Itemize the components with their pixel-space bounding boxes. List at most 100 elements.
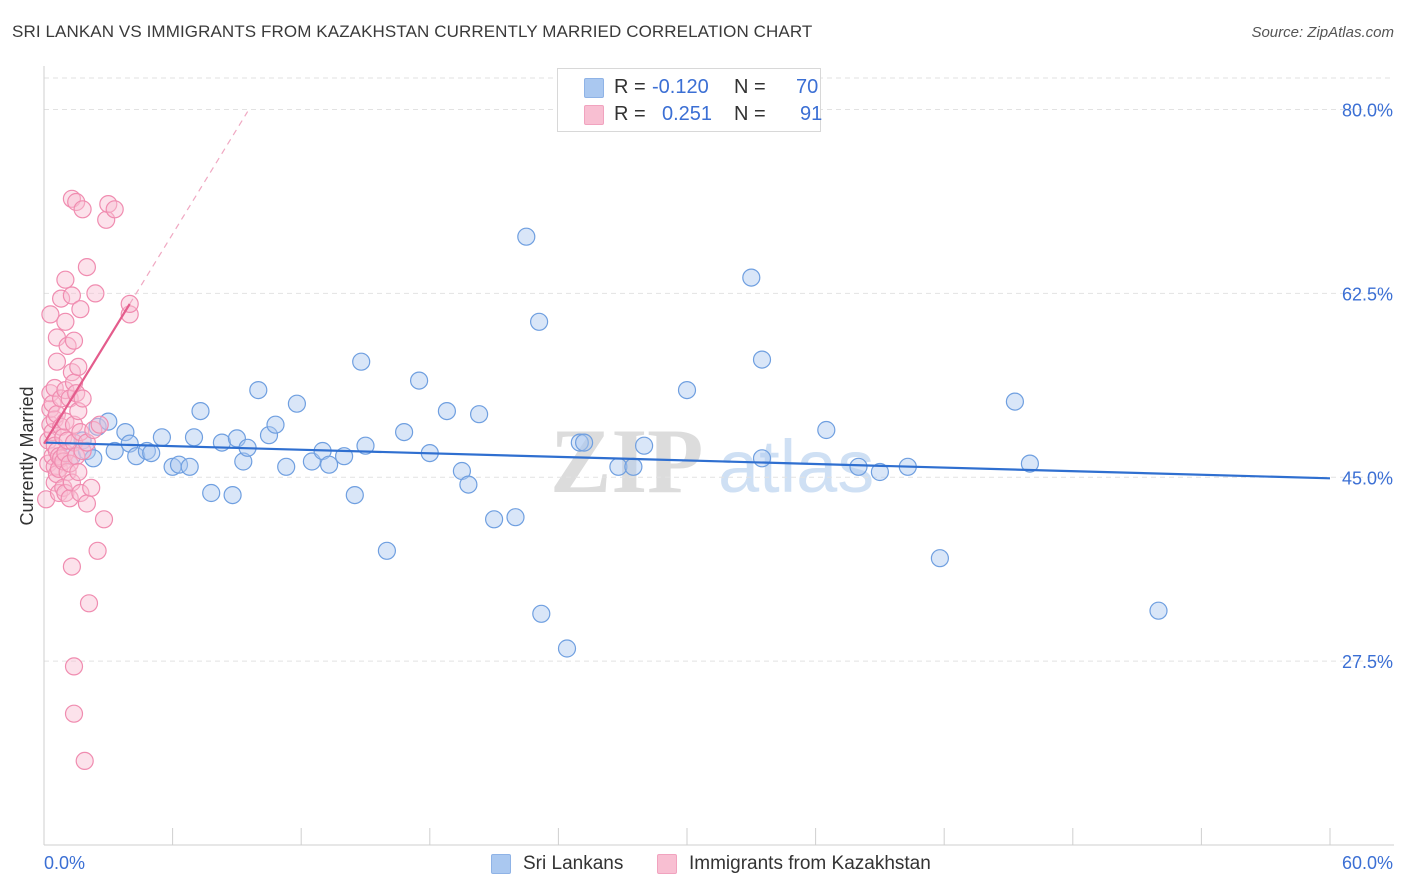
sri-lankan-point xyxy=(677,381,697,400)
kazakhstan-point xyxy=(71,300,90,319)
sri-lankan-point xyxy=(105,441,124,461)
sri-lankan-point xyxy=(470,405,489,424)
sri-lankan-point xyxy=(345,486,364,505)
kazakhstan-point xyxy=(47,352,67,371)
kazakhstan-trend-line xyxy=(43,303,131,445)
kazakhstan-trend-extension xyxy=(129,111,249,305)
sri-lankan-point xyxy=(752,449,772,468)
sri-lankan-point xyxy=(395,423,414,442)
sri-lankan-point xyxy=(116,423,135,442)
y-tick-label: 80.0% xyxy=(1342,101,1393,121)
kazakhstan-point xyxy=(62,557,82,576)
kazakhstan-point xyxy=(41,305,60,324)
kazakhstan-point xyxy=(88,541,107,560)
sri-lankan-point xyxy=(352,352,371,371)
kazakhstan-point xyxy=(90,415,109,434)
kazakhstan-point xyxy=(77,494,97,513)
kazakhstan-point xyxy=(64,415,84,434)
y-axis-label: Currently Married xyxy=(17,386,37,525)
sri-lankan-point xyxy=(184,428,204,447)
sri-lankan-point xyxy=(849,457,868,476)
sri-lankan-point xyxy=(529,312,549,331)
kazakhstan-point xyxy=(77,258,97,277)
y-tick-label: 45.0% xyxy=(1342,468,1393,488)
kazakhstan-point xyxy=(51,289,71,308)
watermark: ZIP atlas xyxy=(550,410,874,512)
kazakhstan-point xyxy=(56,312,75,331)
sri-lankan-point xyxy=(557,639,577,658)
sri-lankan-point xyxy=(485,510,504,529)
kazakhstan-point xyxy=(69,462,88,482)
sri-lankan-point xyxy=(287,394,306,413)
data-points xyxy=(36,189,1168,771)
sri-lankan-point xyxy=(437,402,456,421)
sri-lankan-point xyxy=(377,541,396,560)
x-tick-label: 60.0% xyxy=(1342,853,1393,873)
sri-lankan-point xyxy=(570,433,589,452)
sri-lankan-point xyxy=(223,486,242,505)
sri-lankan-point xyxy=(532,604,551,623)
legend-n-value: 70 xyxy=(796,76,819,98)
legend-n-label: N = xyxy=(734,76,766,98)
legend-r-value: -0.120 xyxy=(652,76,709,98)
kazakhstan-point xyxy=(105,200,124,219)
sri-lankan-point xyxy=(142,444,161,463)
sri-lankan-point xyxy=(506,508,525,527)
legend-n-value: 91 xyxy=(800,103,823,125)
sri-lankan-point xyxy=(234,452,253,471)
chart-title: SRI LANKAN VS IMMIGRANTS FROM KAZAKHSTAN… xyxy=(12,22,813,41)
kazakhstan-point xyxy=(69,357,88,376)
kazakhstan-point xyxy=(73,441,92,461)
x-tick-label: 0.0% xyxy=(44,853,85,873)
kazakhstan-point xyxy=(43,394,62,413)
bottom-legend-label: Sri Lankans xyxy=(523,853,624,874)
sri-lankan-point xyxy=(870,462,890,482)
legend-swatch-blue xyxy=(584,78,604,98)
sri-lankan-point xyxy=(191,402,210,421)
legend-r-label: R = xyxy=(614,103,646,125)
kazakhstan-point xyxy=(56,270,75,289)
kazakhstan-point xyxy=(79,594,99,613)
sri-lankan-point xyxy=(517,227,536,246)
sri-lankan-point xyxy=(266,415,285,434)
sri-lankan-point xyxy=(202,483,221,503)
sri-lankan-point xyxy=(817,420,836,440)
sri-lankan-point xyxy=(277,457,296,476)
sri-lankan-point xyxy=(180,457,199,476)
sri-lankan-point xyxy=(752,350,772,369)
kazakhstan-point xyxy=(86,284,105,303)
kazakhstan-point xyxy=(82,478,101,497)
kazakhstan-point xyxy=(67,192,86,212)
legend-n-label: N = xyxy=(734,103,766,125)
sri-lankan-trend-line xyxy=(43,441,1331,480)
bottom-legend-swatch-pink xyxy=(657,854,677,874)
tick-labels: 27.5% 45.0% 62.5% 80.0% 0.0% 60.0% xyxy=(44,101,1393,873)
kazakhstan-point xyxy=(60,489,79,508)
kazakhstan-point xyxy=(75,751,94,771)
legend-box: R = -0.120 N = 70 R = 0.251 N = 91 xyxy=(557,68,823,132)
sri-lankan-point xyxy=(152,428,171,447)
sri-lankan-point xyxy=(356,436,375,455)
sri-lankan-point xyxy=(574,433,594,452)
kazakhstan-point xyxy=(64,657,84,676)
sri-lankan-point xyxy=(742,268,761,287)
sri-lankan-point xyxy=(930,549,950,568)
sri-lankan-point xyxy=(127,447,146,466)
sri-lankan-point xyxy=(1149,601,1168,620)
sri-lankan-point xyxy=(459,475,478,494)
watermark-atlas: atlas xyxy=(718,425,874,508)
bottom-legend-swatch-blue xyxy=(491,854,511,874)
sri-lankan-point xyxy=(634,436,654,455)
y-tick-label: 27.5% xyxy=(1342,652,1393,672)
legend-r-value: 0.251 xyxy=(662,103,713,125)
kazakhstan-point xyxy=(64,704,84,723)
sri-lankan-point xyxy=(320,455,339,474)
kazakhstan-point xyxy=(71,483,90,503)
sri-lankan-point xyxy=(259,426,279,445)
gridlines xyxy=(44,77,1394,662)
y-tick-label: 62.5% xyxy=(1342,284,1393,304)
trend-lines xyxy=(43,111,1331,480)
sri-lankan-point xyxy=(410,371,429,390)
legend-r-label: R = xyxy=(614,76,646,98)
